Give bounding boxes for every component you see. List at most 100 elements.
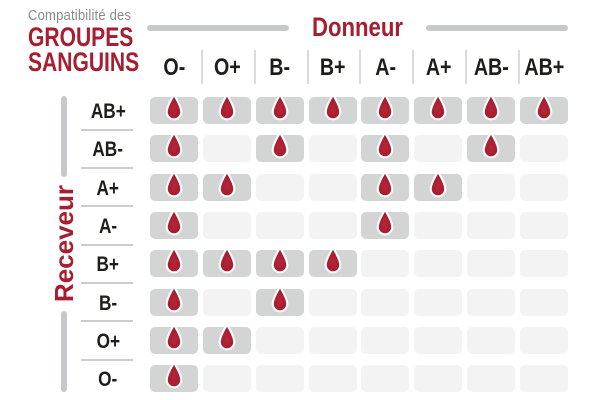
col-header-a+: A+ — [408, 51, 468, 84]
col-header-label: AB- — [473, 54, 509, 81]
blood-drop-icon — [165, 131, 183, 159]
col-header-label: A+ — [425, 54, 452, 81]
col-header-a-: A- — [355, 51, 415, 84]
matrix-cell-incompatible — [361, 288, 410, 316]
blood-drop-icon — [377, 170, 394, 197]
row-label-text: O- — [98, 368, 118, 392]
receiver-axis-rule-top — [61, 96, 67, 178]
col-header-divider — [306, 50, 309, 84]
chart-subtitle: Compatibilité des — [28, 8, 132, 24]
col-header-divider — [412, 50, 415, 84]
col-header-ab-: AB- — [461, 51, 521, 84]
matrix-cell-incompatible — [308, 365, 357, 393]
col-header-divider — [465, 50, 468, 84]
matrix-cell-compatible — [255, 285, 304, 316]
matrix-cell-compatible — [150, 93, 198, 124]
col-header-label: A- — [375, 54, 396, 81]
blood-drop-icon — [482, 131, 500, 159]
col-header-divider — [518, 50, 521, 84]
donor-axis-rule-right — [426, 24, 568, 31]
matrix-cell-incompatible — [520, 327, 569, 355]
blood-drop-icon — [429, 170, 447, 197]
donor-axis-rule-left — [147, 24, 289, 31]
blood-drop-icon — [271, 93, 289, 121]
matrix-cell-incompatible — [308, 212, 357, 240]
matrix-cell-compatible — [202, 93, 251, 124]
donor-axis-header: Donneur — [147, 12, 568, 42]
col-header-o-: O- — [144, 51, 204, 84]
matrix-cell-compatible — [255, 93, 304, 124]
row-label-divider — [81, 281, 133, 284]
matrix-cell-incompatible — [361, 365, 410, 393]
matrix-cell-compatible — [361, 131, 410, 163]
blood-drop-icon — [377, 93, 394, 121]
row-label-b-: B- — [78, 290, 138, 317]
matrix-cell-compatible — [150, 285, 198, 316]
matrix-cell-incompatible — [414, 288, 463, 316]
matrix-cell-incompatible — [255, 365, 304, 393]
row-label-divider — [81, 128, 133, 131]
blood-drop-icon — [377, 131, 394, 159]
matrix-cell-incompatible — [467, 250, 516, 278]
blood-drop-icon — [165, 285, 183, 313]
matrix-cell-compatible — [361, 170, 410, 201]
matrix-cell-incompatible — [414, 365, 463, 393]
matrix-cell-incompatible — [520, 250, 569, 278]
row-label-divider — [81, 205, 133, 208]
matrix-cell-incompatible — [361, 250, 410, 278]
matrix-cell-compatible — [202, 170, 251, 201]
chart-title: Compatibilité des GROUPES SANGUINS — [28, 8, 171, 76]
row-label-text: B- — [98, 291, 118, 315]
matrix-cell-compatible — [361, 93, 410, 124]
blood-drop-icon — [482, 93, 500, 121]
matrix-cell-compatible — [150, 170, 198, 201]
matrix-cell-compatible — [467, 93, 516, 124]
matrix-cell-compatible — [467, 131, 516, 163]
matrix-cell-incompatible — [202, 212, 251, 240]
col-header-label: AB+ — [524, 54, 564, 81]
matrix-cell-compatible — [414, 93, 463, 124]
col-header-ab+: AB+ — [514, 51, 574, 84]
matrix-cell-incompatible — [255, 173, 304, 201]
receiver-axis-rule-bottom — [61, 310, 67, 393]
matrix-cell-incompatible — [520, 288, 569, 316]
blood-drop-icon — [165, 208, 183, 236]
row-label-text: A+ — [96, 176, 120, 200]
receiver-axis-header: Receveur — [47, 96, 81, 393]
blood-drop-icon — [271, 285, 289, 313]
matrix-cell-compatible — [202, 247, 251, 278]
matrix-cell-compatible — [150, 323, 198, 355]
matrix-cell-incompatible — [414, 250, 463, 278]
row-label-text: B+ — [96, 253, 120, 277]
row-label-divider — [81, 243, 133, 246]
blood-drop-icon — [429, 93, 447, 121]
matrix-cell-compatible — [308, 93, 357, 124]
row-label-a+: A+ — [78, 175, 138, 202]
row-label-text: AB+ — [90, 100, 126, 123]
matrix-cell-compatible — [520, 93, 569, 124]
matrix-cell-incompatible — [308, 135, 357, 163]
matrix-cell-incompatible — [520, 173, 569, 201]
receiver-axis-label: Receveur — [49, 185, 79, 303]
blood-drop-icon — [165, 247, 183, 274]
matrix-cell-incompatible — [520, 135, 569, 163]
matrix-cell-incompatible — [202, 365, 251, 393]
blood-drop-icon — [165, 170, 183, 197]
matrix-cell-incompatible — [255, 212, 304, 240]
blood-drop-icon — [324, 247, 341, 274]
matrix-cell-incompatible — [414, 212, 463, 240]
donor-axis-label: Donneur — [311, 12, 404, 42]
blood-drop-icon — [165, 323, 183, 351]
blood-drop-icon — [165, 362, 183, 389]
matrix-cell-compatible — [255, 131, 304, 163]
matrix-cell-incompatible — [520, 212, 569, 240]
matrix-cell-compatible — [255, 247, 304, 278]
matrix-cell-incompatible — [467, 212, 516, 240]
matrix-cell-incompatible — [467, 327, 516, 355]
matrix-cell-compatible — [150, 362, 198, 393]
col-header-b+: B+ — [303, 51, 363, 84]
col-header-divider — [253, 50, 256, 84]
matrix-cell-incompatible — [308, 288, 357, 316]
col-header-divider — [359, 50, 362, 84]
